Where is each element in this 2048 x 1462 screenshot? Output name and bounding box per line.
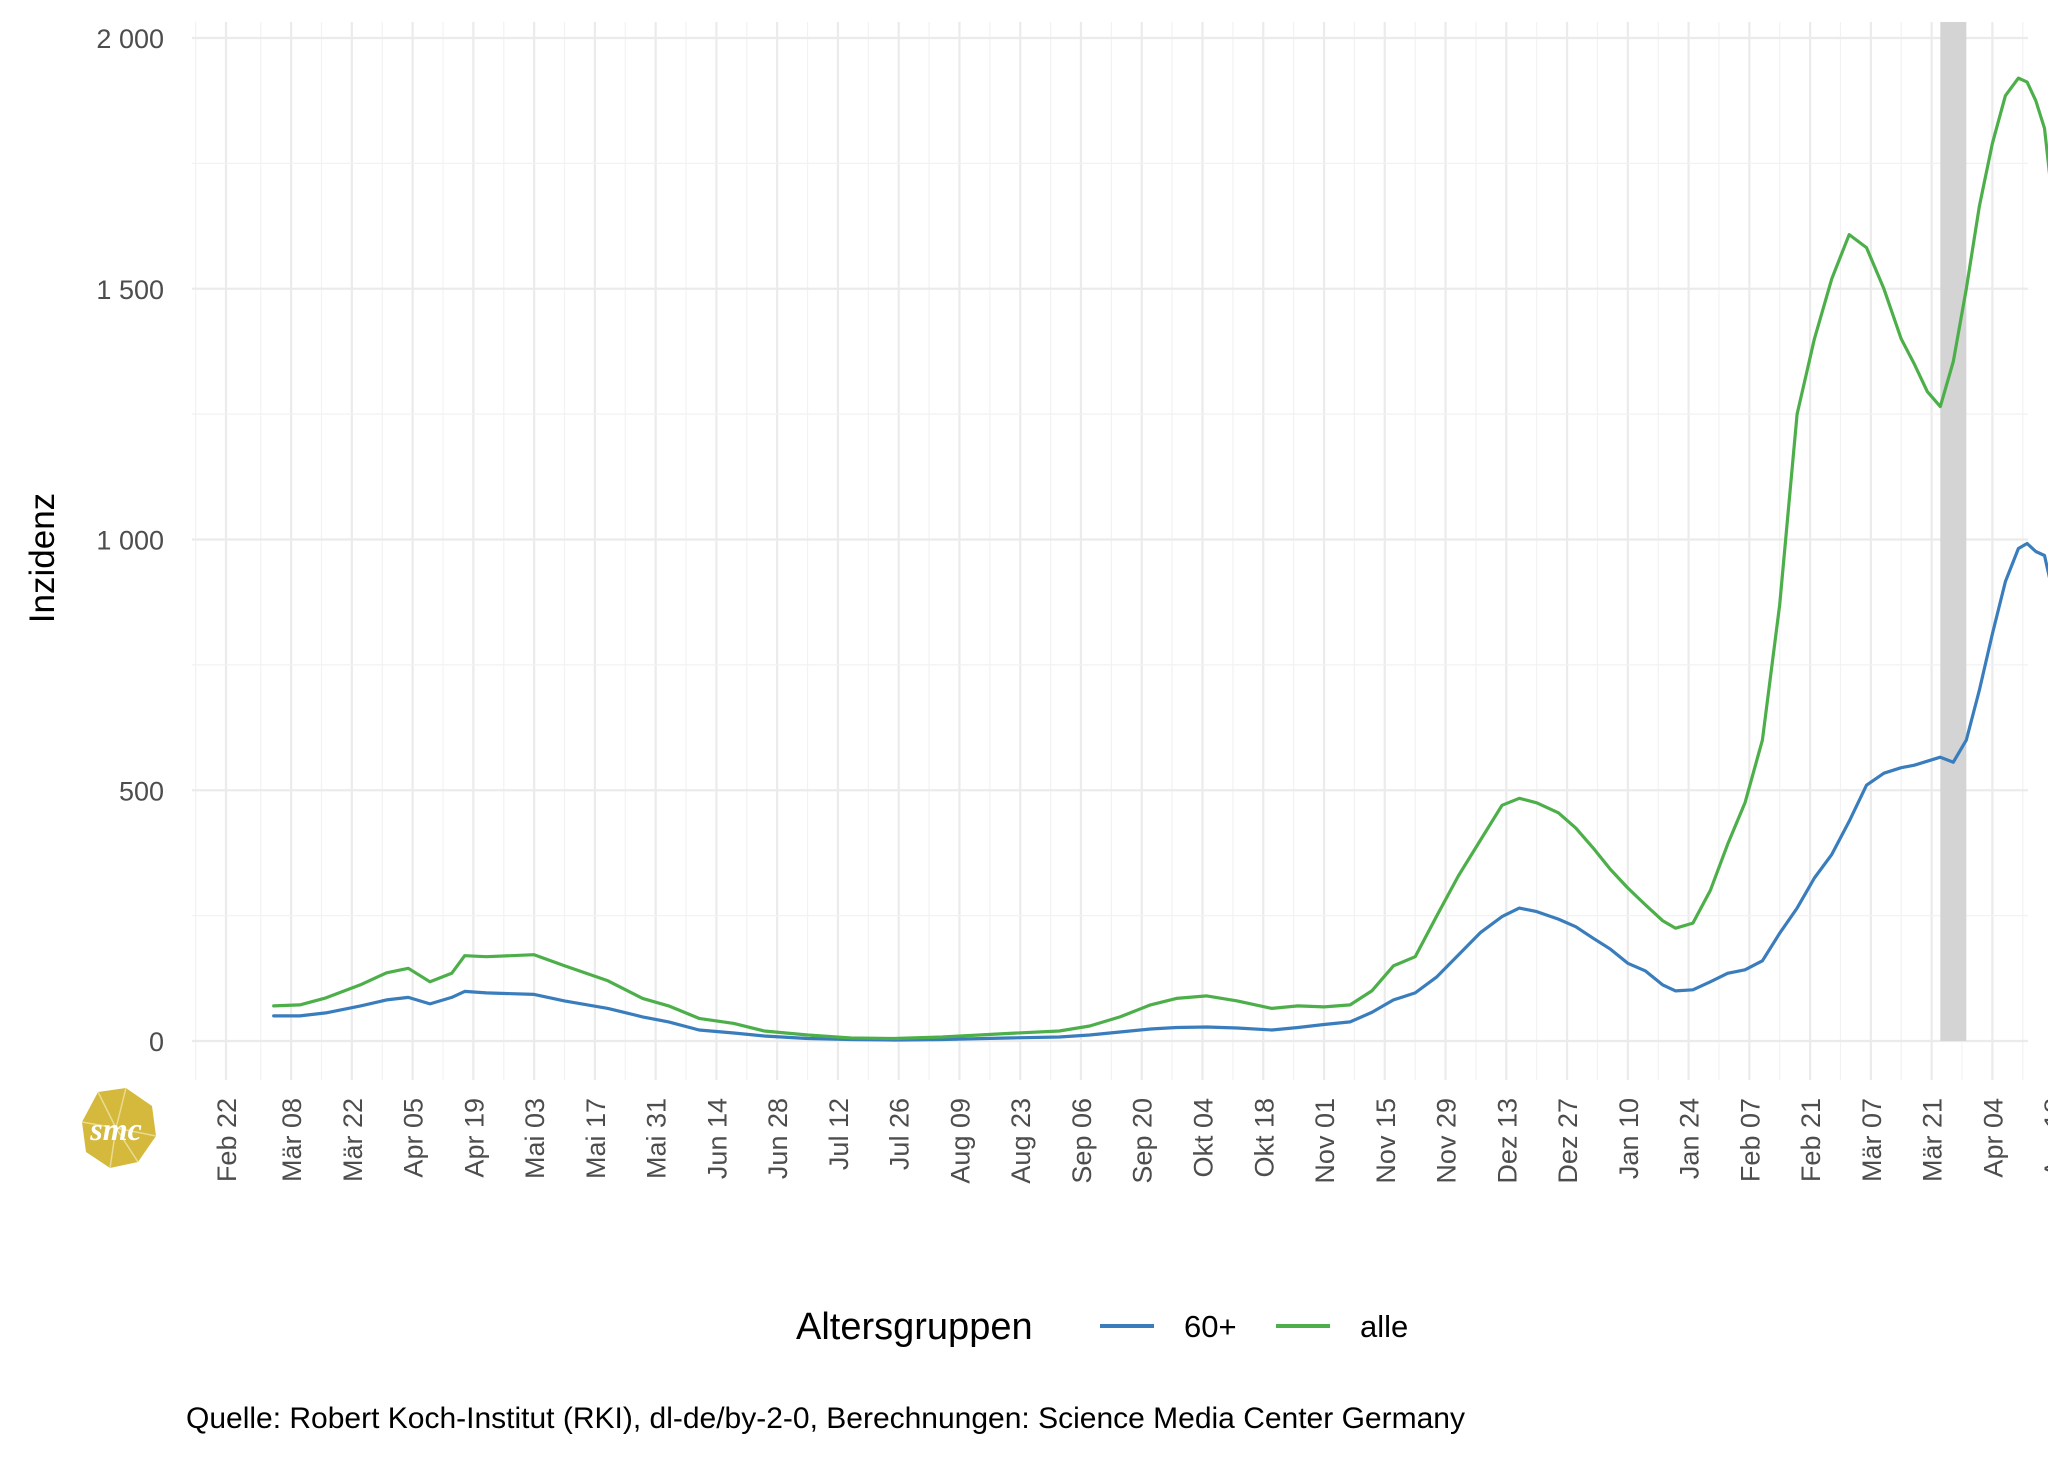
x-tick-label: Apr 05 bbox=[399, 1098, 429, 1178]
x-tick-label: Aug 23 bbox=[1006, 1098, 1036, 1184]
x-tick-label: Dez 13 bbox=[1492, 1098, 1522, 1184]
source-caption: Quelle: Robert Koch-Institut (RKI), dl-d… bbox=[186, 1402, 1465, 1435]
shaded-region bbox=[1940, 22, 1967, 1041]
series-line-alle bbox=[272, 76, 2048, 1041]
legend-title: Altersgruppen bbox=[796, 1306, 1033, 1348]
x-tick-label: Mär 07 bbox=[1857, 1098, 1887, 1182]
x-tick-label: Jan 24 bbox=[1675, 1098, 1705, 1179]
x-tick-label: Okt 04 bbox=[1189, 1098, 1219, 1178]
x-axis-ticks: Feb 22 Mär 08 Mär 22 Apr 05 Apr 19 Mai 03 Mai … bbox=[212, 1098, 2048, 1184]
x-tick-label: Jan 10 bbox=[1614, 1098, 1644, 1179]
y-axis-ticks: 0 500 1 000 1 500 2 000 bbox=[96, 24, 164, 1057]
x-tick-label: Feb 22 bbox=[212, 1098, 242, 1182]
series-lines bbox=[272, 76, 2048, 1042]
x-tick-label: Nov 01 bbox=[1310, 1098, 1340, 1184]
x-tick-label: Okt 18 bbox=[1249, 1098, 1279, 1178]
x-tick-label: Jun 14 bbox=[702, 1098, 732, 1179]
y-tick-label: 2 000 bbox=[96, 24, 164, 54]
x-tick-label: Sep 06 bbox=[1067, 1098, 1097, 1184]
x-tick-label: Apr 19 bbox=[459, 1098, 489, 1178]
x-tick-label: Dez 27 bbox=[1553, 1098, 1583, 1184]
x-tick-label: Apr 04 bbox=[1978, 1098, 2008, 1178]
legend-label-60plus: 60+ bbox=[1184, 1309, 1237, 1344]
logo-mesh bbox=[81, 1087, 157, 1169]
grid bbox=[192, 22, 2028, 1080]
x-tick-label: Mär 08 bbox=[277, 1098, 307, 1182]
y-tick-label: 500 bbox=[119, 776, 164, 806]
y-tick-label: 1 500 bbox=[96, 275, 164, 305]
logo-text: smc bbox=[89, 1111, 142, 1147]
x-tick-label: Jul 12 bbox=[824, 1098, 854, 1170]
logo: smc bbox=[81, 1087, 157, 1169]
x-tick-label: Jul 26 bbox=[885, 1098, 915, 1170]
x-tick-label: Mär 22 bbox=[338, 1098, 368, 1182]
x-tick-label: Apr 18 bbox=[2039, 1098, 2048, 1178]
x-tick-label: Mai 17 bbox=[581, 1098, 611, 1179]
legend: Altersgruppen 60+ alle bbox=[796, 1306, 1408, 1348]
x-tick-label: Sep 20 bbox=[1128, 1098, 1158, 1184]
x-tick-label: Nov 15 bbox=[1371, 1098, 1401, 1184]
y-tick-label: 1 000 bbox=[96, 526, 164, 556]
x-tick-label: Aug 09 bbox=[946, 1098, 976, 1184]
x-tick-label: Nov 29 bbox=[1432, 1098, 1462, 1184]
y-axis-label: Inzidenz bbox=[23, 493, 62, 623]
y-tick-label: 0 bbox=[149, 1027, 164, 1057]
legend-label-alle: alle bbox=[1360, 1309, 1408, 1344]
x-tick-label: Jun 28 bbox=[763, 1098, 793, 1179]
x-tick-label: Feb 21 bbox=[1796, 1098, 1826, 1182]
x-tick-label: Mai 31 bbox=[642, 1098, 672, 1179]
x-tick-label: Mär 21 bbox=[1918, 1098, 1948, 1182]
series-line-60plus bbox=[272, 541, 2048, 1042]
x-tick-label: Feb 07 bbox=[1735, 1098, 1765, 1182]
x-tick-label: Mai 03 bbox=[520, 1098, 550, 1179]
